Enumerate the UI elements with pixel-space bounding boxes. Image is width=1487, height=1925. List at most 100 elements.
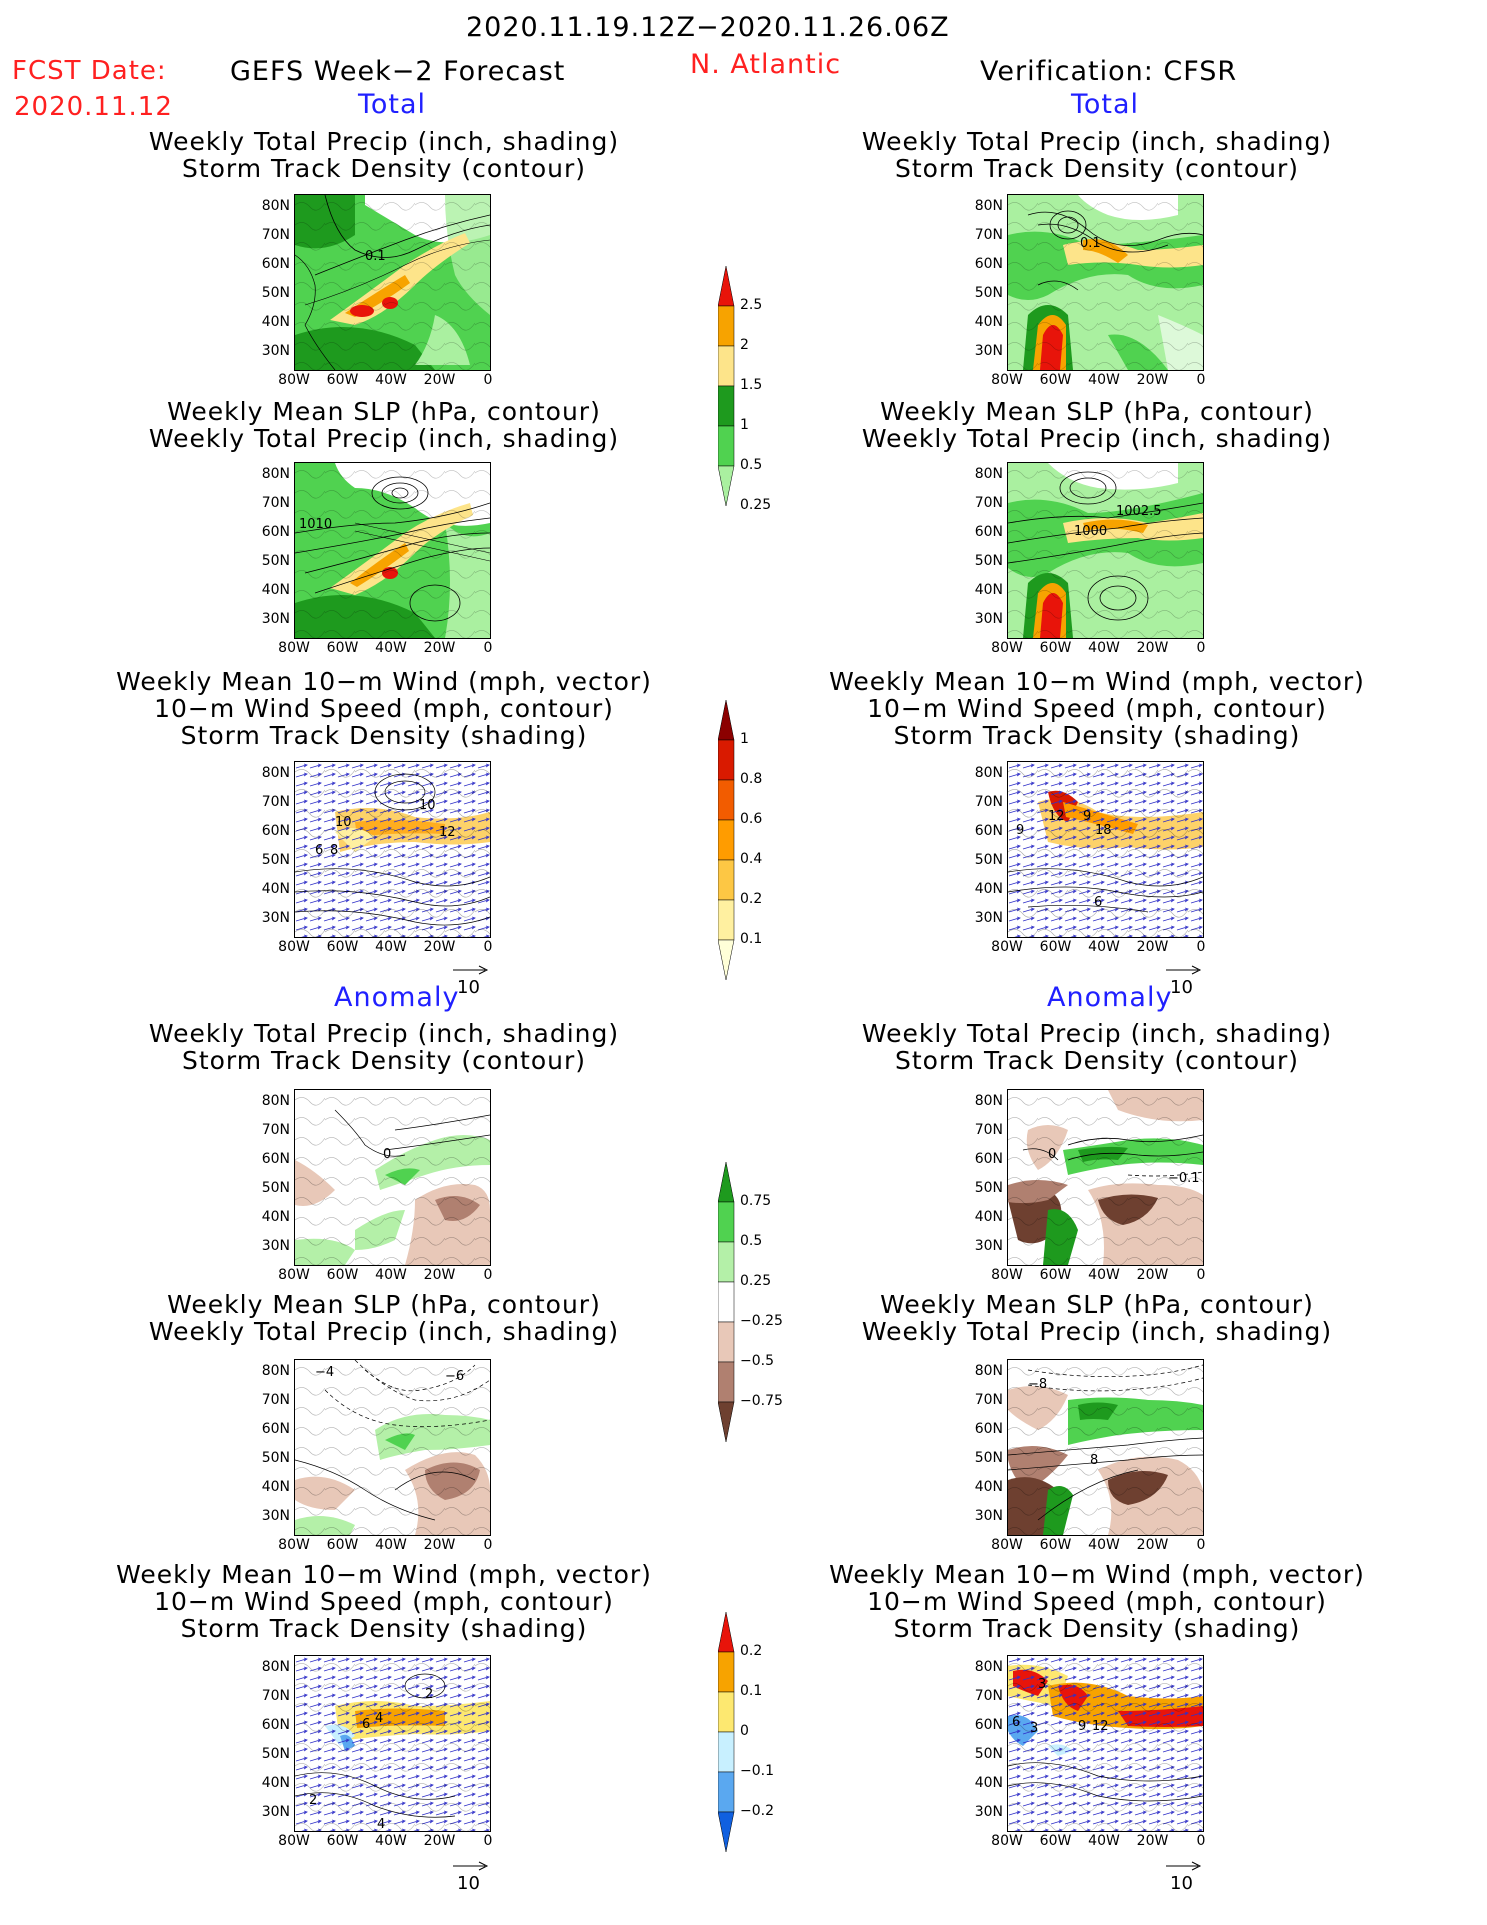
panel-title: Weekly Total Precip (inch, shading) Stor…	[861, 1019, 1333, 1075]
colorbar-label: 1.5	[740, 377, 763, 393]
lat-tick-label: 60N	[974, 1421, 1003, 1437]
lat-tick-label: 60N	[261, 1717, 290, 1733]
contour-label: 2	[425, 1687, 433, 1702]
lat-tick-label: 50N	[261, 1746, 290, 1762]
map-panel-slp-precip-anomaly-forecast: −4 −6	[294, 1359, 491, 1536]
lon-tick-label: 20W	[423, 1267, 456, 1283]
map-panel-wind-anomaly-verification: 3 6 3 9 12	[1007, 1655, 1204, 1832]
lon-tick-label: 0	[1196, 372, 1206, 388]
lat-tick-label: 30N	[261, 1238, 290, 1254]
lat-tick-label: 70N	[261, 794, 290, 810]
contour-label: −4	[315, 1365, 334, 1380]
lon-tick-label: 20W	[423, 1833, 456, 1849]
colorbar-swatches	[718, 1612, 735, 1853]
lon-tick-label: 20W	[1136, 1833, 1169, 1849]
colorbar-label: 2	[740, 337, 749, 353]
precip-map: 0.1	[1008, 195, 1203, 370]
lat-tick-label: 80N	[261, 1659, 290, 1675]
lat-tick-label: 60N	[261, 256, 290, 272]
lon-tick-label: 60W	[1039, 640, 1072, 656]
lon-tick-label: 20W	[1136, 939, 1169, 955]
lon-tick-label: 40W	[1088, 372, 1120, 388]
lat-tick-label: 80N	[974, 1659, 1003, 1675]
colorbar-swatch	[718, 1281, 735, 1323]
contour-label: −8	[1028, 1377, 1047, 1392]
lat-tick-label: 30N	[974, 343, 1003, 359]
lat-tick-label: 70N	[261, 495, 290, 511]
colorbar-label: 0.8	[740, 771, 763, 787]
colorbar-label: 2.5	[740, 297, 763, 313]
lon-tick-label: 20W	[423, 1537, 456, 1553]
contour-label: 3	[1030, 1721, 1038, 1736]
lat-tick-label: 50N	[261, 1450, 290, 1466]
lat-tick-label: 50N	[261, 553, 290, 569]
lon-tick-label: 60W	[326, 1833, 359, 1849]
contour-label: 12	[439, 825, 456, 840]
colorbar-swatch	[718, 465, 735, 507]
panel-title: Weekly Mean SLP (hPa, contour) Weekly To…	[861, 1290, 1333, 1346]
anomaly-label-left: Anomaly	[334, 982, 460, 1013]
colorbar-label: −0.25	[740, 1313, 783, 1329]
lon-tick-label: 80W	[278, 1537, 310, 1553]
lon-tick-label: 40W	[1088, 640, 1120, 656]
contour-label: 8	[330, 843, 338, 858]
lat-tick-label: 70N	[974, 794, 1003, 810]
lat-tick-label: 70N	[974, 1688, 1003, 1704]
total-label-left: Total	[358, 89, 427, 120]
colorbar-label: 0.6	[740, 811, 763, 827]
map-panel-wind-verification: 12 9 18 9 6	[1007, 761, 1204, 938]
lat-tick-label: 60N	[974, 256, 1003, 272]
lon-tick-label: 20W	[1136, 372, 1169, 388]
contour-label: 10	[419, 798, 436, 813]
lat-tick-label: 80N	[261, 765, 290, 781]
contour-label: 2	[309, 1793, 317, 1808]
lat-tick-label: 40N	[261, 881, 290, 897]
map-panel-precip-track-verification: 0.1	[1007, 194, 1204, 371]
lat-tick-label: 40N	[974, 1479, 1003, 1495]
lat-tick-label: 70N	[974, 495, 1003, 511]
lon-tick-label: 60W	[326, 372, 359, 388]
wind-map: 10 10 12 6 8	[295, 762, 490, 937]
colorbar-swatch	[718, 1691, 735, 1733]
panel-title: Weekly Total Precip (inch, shading) Stor…	[148, 1019, 620, 1075]
wind-anomaly-map: 6 4 2 2 4	[295, 1656, 490, 1831]
lat-tick-label: 40N	[974, 1775, 1003, 1791]
contour-label: 6	[315, 843, 323, 858]
lat-tick-label: 40N	[974, 582, 1003, 598]
colorbar-label: 0.4	[740, 851, 763, 867]
lon-tick-label: 80W	[278, 1833, 310, 1849]
lat-tick-label: 30N	[974, 1804, 1003, 1820]
lon-tick-label: 20W	[423, 372, 456, 388]
colorbar-swatch	[718, 1201, 735, 1243]
lon-tick-label: 20W	[1136, 1537, 1169, 1553]
lat-tick-label: 80N	[974, 198, 1003, 214]
colorbar-label: 0.5	[740, 1233, 763, 1249]
lat-tick-label: 70N	[261, 1122, 290, 1138]
colorbar-label: 0.2	[740, 891, 763, 907]
map-panel-precip-track-forecast: 0.1	[294, 194, 491, 371]
colorbar-swatch	[718, 425, 735, 467]
slp-anomaly-map: −8 8	[1008, 1360, 1203, 1535]
contour-label: 0	[1048, 1147, 1056, 1162]
lat-tick-label: 30N	[974, 611, 1003, 627]
lat-tick-label: 70N	[974, 1392, 1003, 1408]
contour-label: 6	[1012, 1715, 1020, 1730]
contour-label: −0.1	[1168, 1171, 1200, 1186]
map-panel-precip-track-anomaly-forecast: 0	[294, 1089, 491, 1266]
lon-tick-label: 0	[1196, 1537, 1206, 1553]
lon-tick-label: 80W	[278, 1267, 310, 1283]
lon-tick-label: 0	[483, 939, 493, 955]
lon-tick-label: 60W	[326, 1537, 359, 1553]
colorbar-label: 1	[740, 731, 749, 747]
colorbar-swatch	[718, 266, 735, 307]
lat-tick-label: 40N	[974, 314, 1003, 330]
colorbar-label: 0.25	[740, 497, 772, 513]
colorbar-swatch	[718, 1771, 735, 1813]
lat-tick-label: 50N	[974, 1450, 1003, 1466]
lon-tick-label: 40W	[375, 939, 407, 955]
lon-tick-label: 80W	[278, 372, 310, 388]
panel-title: Weekly Mean SLP (hPa, contour) Weekly To…	[148, 1290, 620, 1346]
colorbar-swatch	[718, 899, 735, 941]
lon-tick-label: 0	[1196, 1267, 1206, 1283]
colorbar-swatch	[718, 939, 735, 981]
